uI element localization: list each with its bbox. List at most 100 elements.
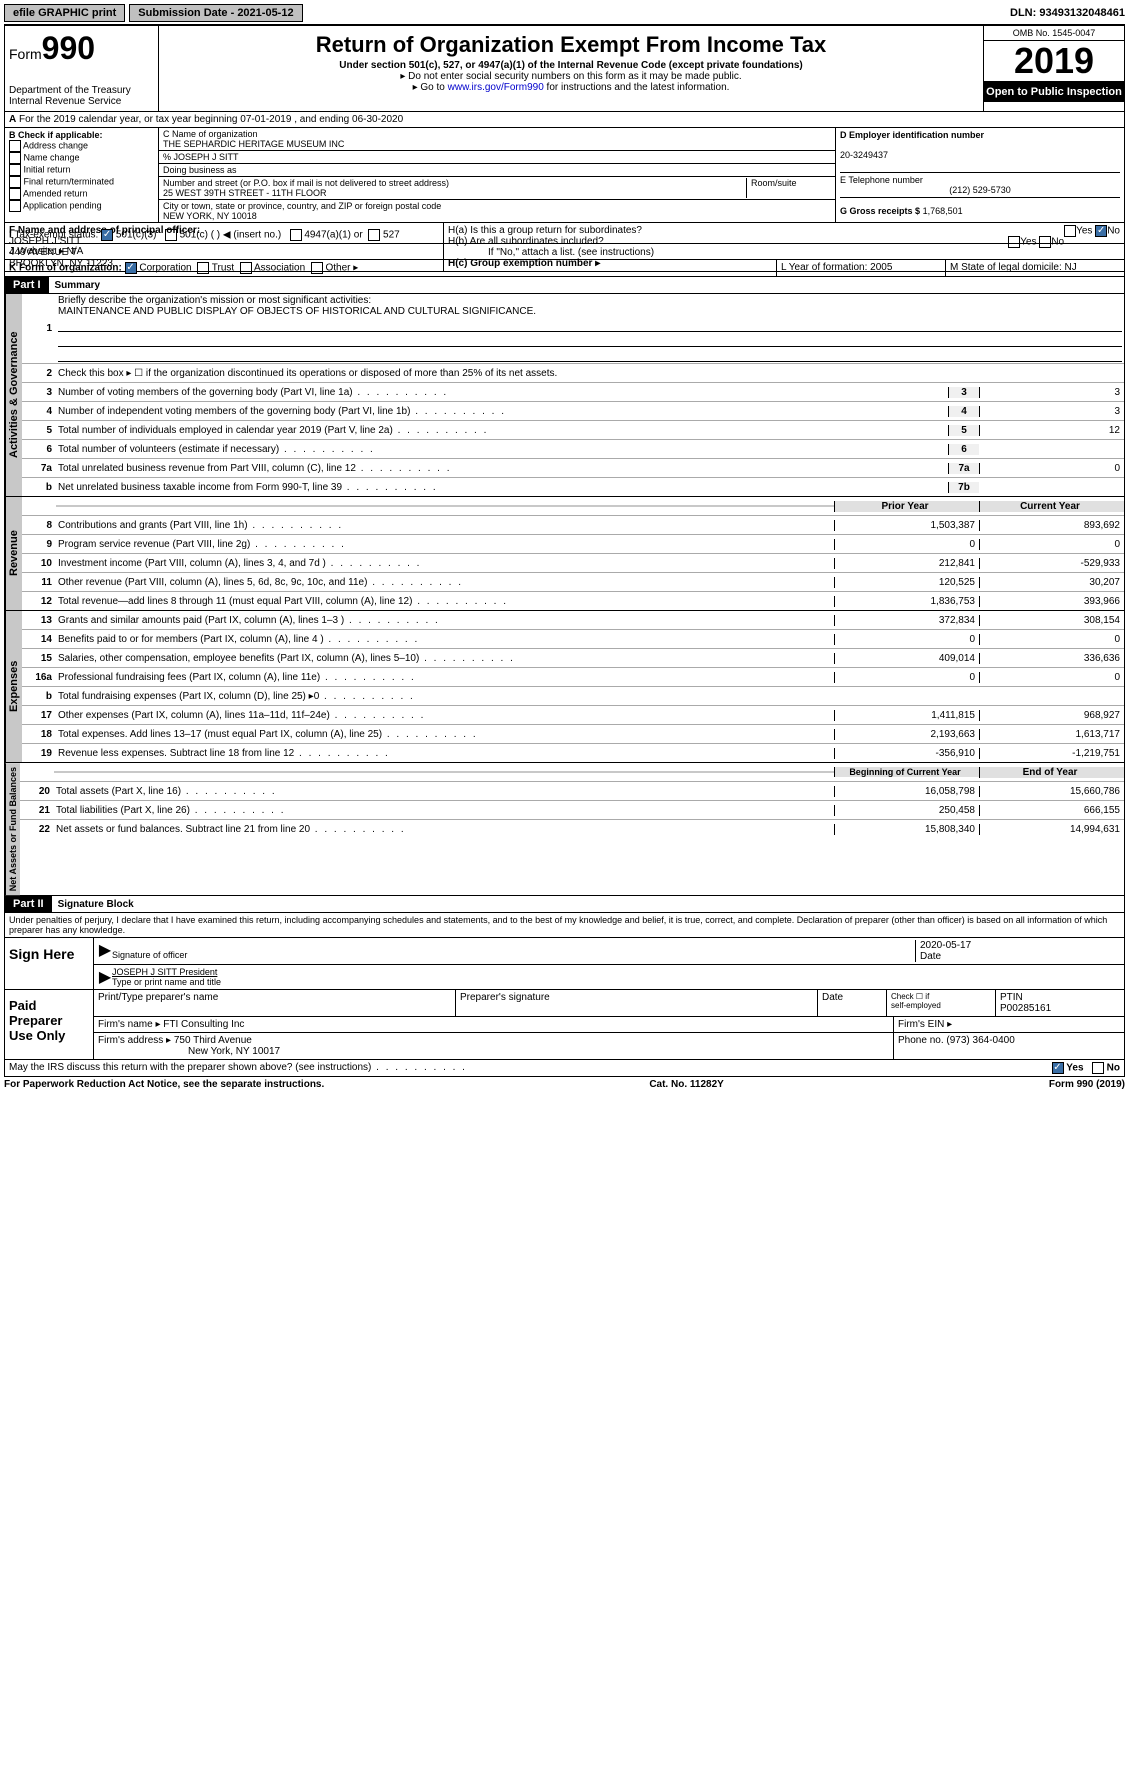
cb-final-return[interactable] bbox=[9, 176, 21, 188]
block-c: C Name of organizationTHE SEPHARDIC HERI… bbox=[159, 128, 836, 222]
mission: MAINTENANCE AND PUBLIC DISPLAY OF OBJECT… bbox=[58, 306, 536, 317]
prior-val: 120,525 bbox=[834, 577, 979, 588]
form-subtitle: Under section 501(c), 527, or 4947(a)(1)… bbox=[163, 60, 979, 71]
section-expenses: Expenses 13Grants and similar amounts pa… bbox=[4, 611, 1125, 763]
prior-val: 1,836,753 bbox=[834, 596, 979, 607]
prior-val: 212,841 bbox=[834, 558, 979, 569]
dept-treasury: Department of the Treasury bbox=[9, 85, 154, 96]
irs-label: Internal Revenue Service bbox=[9, 96, 154, 107]
block-b: B Check if applicable: Address change Na… bbox=[5, 128, 159, 222]
hdr-end-year: End of Year bbox=[979, 767, 1124, 778]
section-revenue: Revenue Prior YearCurrent Year 8Contribu… bbox=[4, 497, 1125, 611]
paid-preparer-block: Paid Preparer Use Only Print/Type prepar… bbox=[4, 990, 1125, 1060]
vlabel-na: Net Assets or Fund Balances bbox=[5, 763, 20, 895]
current-val: -529,933 bbox=[979, 558, 1124, 569]
table-row: 9Program service revenue (Part VIII, lin… bbox=[22, 535, 1124, 554]
cat-no: Cat. No. 11282Y bbox=[649, 1079, 723, 1090]
vlabel-exp: Expenses bbox=[5, 611, 22, 762]
part1-header: Part I Summary bbox=[4, 277, 1125, 294]
cb-initial-return[interactable] bbox=[9, 164, 21, 176]
submission-date: Submission Date - 2021-05-12 bbox=[129, 4, 302, 22]
val-5: 12 bbox=[979, 425, 1124, 436]
gross-receipts: 1,768,501 bbox=[923, 206, 963, 216]
form-number: Form990 bbox=[9, 30, 154, 67]
current-val: 336,636 bbox=[979, 653, 1124, 664]
val-4: 3 bbox=[979, 406, 1124, 417]
vlabel-ag: Activities & Governance bbox=[5, 294, 22, 496]
cb-assoc[interactable] bbox=[240, 262, 252, 274]
cb-501c[interactable] bbox=[165, 229, 177, 241]
line-j: J Website: ▸ N/A bbox=[4, 244, 1125, 260]
cb-trust[interactable] bbox=[197, 262, 209, 274]
year-formation: L Year of formation: 2005 bbox=[777, 260, 946, 276]
prior-val: 372,834 bbox=[834, 615, 979, 626]
perjury-statement: Under penalties of perjury, I declare th… bbox=[4, 913, 1125, 938]
table-row: bTotal fundraising expenses (Part IX, co… bbox=[22, 687, 1124, 706]
hdr-prior-year: Prior Year bbox=[834, 501, 979, 512]
cb-4947[interactable] bbox=[290, 229, 302, 241]
instr-ssn: ▸ Do not enter social security numbers o… bbox=[163, 71, 979, 82]
cb-discuss-yes[interactable] bbox=[1052, 1062, 1064, 1074]
block-d: D Employer identification number20-32494… bbox=[836, 128, 1124, 222]
cb-amended[interactable] bbox=[9, 188, 21, 200]
telephone: (212) 529-5730 bbox=[840, 185, 1120, 195]
current-val: 308,154 bbox=[979, 615, 1124, 626]
cb-app-pending[interactable] bbox=[9, 200, 21, 212]
table-row: 15Salaries, other compensation, employee… bbox=[22, 649, 1124, 668]
val-7a: 0 bbox=[979, 463, 1124, 474]
current-val: 0 bbox=[979, 634, 1124, 645]
table-row: 19Revenue less expenses. Subtract line 1… bbox=[22, 744, 1124, 762]
cb-discuss-no[interactable] bbox=[1092, 1062, 1104, 1074]
hdr-current-year: Current Year bbox=[979, 501, 1124, 512]
current-val: 666,155 bbox=[979, 805, 1124, 816]
table-row: 11Other revenue (Part VIII, column (A), … bbox=[22, 573, 1124, 592]
current-val: 1,613,717 bbox=[979, 729, 1124, 740]
firm-ein-label: Firm's EIN ▸ bbox=[894, 1017, 1124, 1032]
val-3: 3 bbox=[979, 387, 1124, 398]
prior-val: 0 bbox=[834, 672, 979, 683]
efile-button[interactable]: efile GRAPHIC print bbox=[4, 4, 125, 22]
table-row: 18Total expenses. Add lines 13–17 (must … bbox=[22, 725, 1124, 744]
current-val: 968,927 bbox=[979, 710, 1124, 721]
city-state-zip: NEW YORK, NY 10018 bbox=[163, 211, 257, 221]
sign-arrow-icon: ▶ bbox=[98, 940, 112, 962]
sign-arrow2-icon: ▶ bbox=[98, 967, 112, 987]
table-row: 20Total assets (Part X, line 16)16,058,7… bbox=[20, 782, 1124, 801]
discuss-row: May the IRS discuss this return with the… bbox=[4, 1060, 1125, 1077]
prior-val: 409,014 bbox=[834, 653, 979, 664]
current-val: 14,994,631 bbox=[979, 824, 1124, 835]
org-name: THE SEPHARDIC HERITAGE MUSEUM INC bbox=[163, 139, 344, 149]
form-title: Return of Organization Exempt From Incom… bbox=[163, 32, 979, 58]
omb-number: OMB No. 1545-0047 bbox=[984, 26, 1124, 41]
section-activities-governance: Activities & Governance 1Briefly describ… bbox=[4, 294, 1125, 497]
prior-val: 1,411,815 bbox=[834, 710, 979, 721]
top-bar: efile GRAPHIC print Submission Date - 20… bbox=[4, 4, 1125, 26]
open-inspection: Open to Public Inspection bbox=[984, 82, 1124, 102]
street-address: 25 WEST 39TH STREET - 11TH FLOOR bbox=[163, 188, 327, 198]
current-val: -1,219,751 bbox=[979, 748, 1124, 759]
preparer-sig-hdr: Preparer's signature bbox=[456, 990, 818, 1016]
hdr-begin-year: Beginning of Current Year bbox=[834, 767, 979, 777]
cb-corp[interactable] bbox=[125, 262, 137, 274]
sign-date: 2020-05-17 bbox=[920, 940, 971, 951]
table-row: 8Contributions and grants (Part VIII, li… bbox=[22, 516, 1124, 535]
table-row: 13Grants and similar amounts paid (Part … bbox=[22, 611, 1124, 630]
firm-addr1: 750 Third Avenue bbox=[174, 1035, 252, 1046]
sign-here-block: Sign Here ▶ Signature of officer 2020-05… bbox=[4, 938, 1125, 990]
cb-501c3[interactable] bbox=[101, 229, 113, 241]
form990-link[interactable]: www.irs.gov/Form990 bbox=[448, 82, 544, 93]
prior-val: 0 bbox=[834, 634, 979, 645]
form-footer: Form 990 (2019) bbox=[1049, 1079, 1125, 1090]
cb-527[interactable] bbox=[368, 229, 380, 241]
prior-val: 15,808,340 bbox=[834, 824, 979, 835]
cb-address-change[interactable] bbox=[9, 140, 21, 152]
room-suite: Room/suite bbox=[746, 178, 831, 198]
prior-val: -356,910 bbox=[834, 748, 979, 759]
state-domicile: M State of legal domicile: NJ bbox=[946, 260, 1124, 276]
cb-name-change[interactable] bbox=[9, 152, 21, 164]
line-klm: K Form of organization: Corporation Trus… bbox=[4, 260, 1125, 277]
tax-year-range: For the 2019 calendar year, or tax year … bbox=[19, 114, 403, 125]
cb-other[interactable] bbox=[311, 262, 323, 274]
line-a: A For the 2019 calendar year, or tax yea… bbox=[4, 112, 1125, 128]
firm-phone: (973) 364-0400 bbox=[946, 1035, 1014, 1046]
